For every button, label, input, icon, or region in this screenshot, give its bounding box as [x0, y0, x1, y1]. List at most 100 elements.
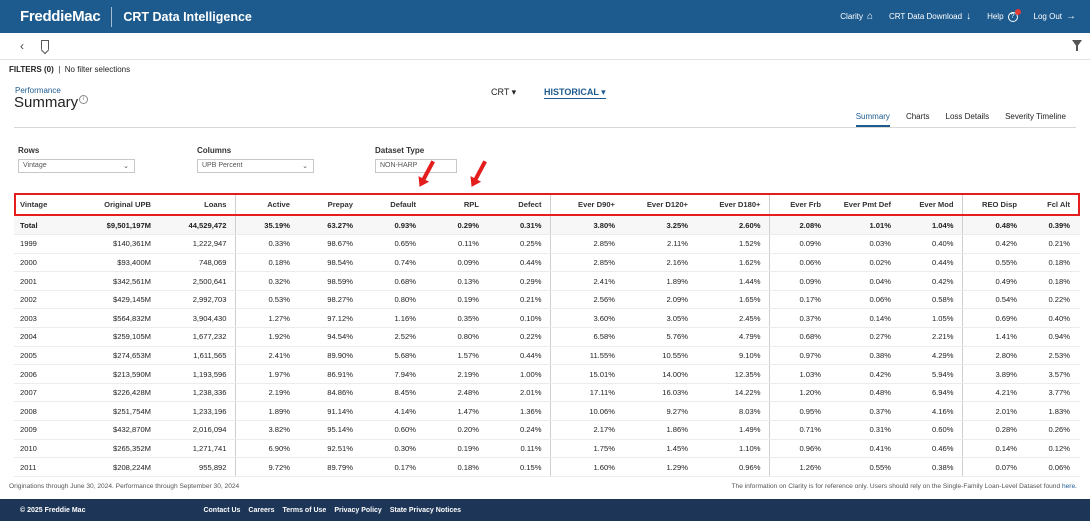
breadcrumb-performance[interactable]: Performance	[15, 86, 61, 95]
table-cell: 0.68%	[361, 271, 424, 291]
footer-link-careers[interactable]: Careers	[248, 506, 275, 514]
table-cell: 2000	[14, 253, 76, 273]
column-header-ever-d90[interactable]: Ever D90+	[550, 193, 623, 216]
table-row[interactable]: 2001 $342,561M 2,500,641 0.32% 98.59% 0.68% 0.…	[14, 271, 1080, 291]
table-cell: 2.56%	[550, 290, 623, 310]
topnav-log-out[interactable]: Log Out →	[1034, 11, 1076, 22]
footer-link-contact-us[interactable]: Contact Us	[203, 506, 241, 514]
rows-select[interactable]: Vintage ⌄	[18, 159, 135, 173]
filter-icon[interactable]	[1072, 40, 1082, 51]
table-cell: 2.85%	[550, 253, 623, 273]
table-cell: 1,271,741	[159, 439, 236, 459]
topnav-help[interactable]: Help?	[987, 8, 1021, 22]
table-cell: 1.41%	[962, 327, 1025, 347]
table-cell: 3.82%	[235, 420, 298, 440]
table-row[interactable]: 2010 $265,352M 1,271,741 6.90% 92.51% 0.30% 0.…	[14, 439, 1080, 459]
table-cell: 1.05%	[899, 308, 963, 329]
tab-loss-details[interactable]: Loss Details	[945, 112, 990, 121]
bookmark-icon[interactable]	[41, 40, 49, 50]
table-cell: 2.16%	[623, 253, 696, 273]
topnav-clarity[interactable]: Clarity ⌂	[840, 11, 873, 22]
table-cell: 2.53%	[1025, 346, 1078, 366]
table-cell: $265,352M	[76, 439, 159, 459]
column-header-default[interactable]: Default	[361, 193, 424, 216]
data-range-note: Originations through June 30, 2024. Perf…	[9, 483, 240, 490]
table-row[interactable]: 2004 $259,105M 1,677,232 1.92% 94.54% 2.52% 0.…	[14, 327, 1080, 347]
table-cell: 0.15%	[487, 457, 551, 477]
table-cell: 91.14%	[298, 401, 361, 422]
column-header-fcl-alt[interactable]: Fcl Alt	[1025, 193, 1078, 216]
column-header-ever-mod[interactable]: Ever Mod	[899, 193, 963, 216]
table-cell: 0.28%	[962, 420, 1025, 440]
columns-select[interactable]: UPB Percent ⌄	[197, 159, 314, 173]
table-cell: 0.09%	[769, 271, 829, 291]
column-header-prepay[interactable]: Prepay	[298, 193, 361, 216]
back-arrow-icon[interactable]: ‹	[20, 39, 24, 53]
dataset-link[interactable]: here.	[1061, 483, 1077, 490]
table-cell: 3.80%	[550, 216, 623, 236]
footer-link-terms-of-use[interactable]: Terms of Use	[282, 506, 327, 514]
table-row[interactable]: 2011 $208,224M 955,892 9.72% 89.79% 0.17% 0.18…	[14, 457, 1080, 477]
table-cell: 1999	[14, 234, 76, 254]
crt-dropdown[interactable]: CRT ▾	[491, 87, 517, 97]
footer-link-state-privacy-notices[interactable]: State Privacy Notices	[389, 506, 462, 514]
table-cell: 0.47%	[1078, 364, 1080, 384]
table-total-row[interactable]: Total $9,501,197M 44,529,472 35.19% 63.27% 0.…	[14, 216, 1080, 236]
table-cell: 0.01%	[1078, 234, 1080, 254]
table-cell: 0.07%	[1078, 308, 1080, 329]
table-row[interactable]: 2005 $274,653M 1,611,565 2.41% 89.90% 5.68% 1.…	[14, 346, 1080, 366]
table-row[interactable]: 2009 $432,870M 2,016,094 3.82% 95.14% 0.60% 0.…	[14, 420, 1080, 440]
table-row[interactable]: 2003 $564,832M 3,904,430 1.27% 97.12% 1.16% 0.…	[14, 308, 1080, 329]
footnotes: Originations through June 30, 2024. Perf…	[9, 483, 1077, 490]
table-cell: 86.91%	[298, 364, 361, 384]
tab-charts[interactable]: Charts	[905, 112, 930, 121]
column-header-loans[interactable]: Loans	[159, 193, 236, 216]
summary-table-container[interactable]: Vintage Original UPB Loans Active Prepay Defa…	[14, 193, 1080, 479]
tab-severity-timeline[interactable]: Severity Timeline	[1005, 112, 1066, 121]
table-cell: 0.09%	[769, 234, 829, 254]
historical-dropdown[interactable]: HISTORICAL ▾	[544, 87, 606, 99]
table-cell: 1.83%	[1025, 401, 1078, 422]
column-header-active[interactable]: Active	[235, 193, 298, 216]
column-header-ever-d120[interactable]: Ever D120+	[623, 193, 696, 216]
topnav-crt-data-download[interactable]: CRT Data Download ↓	[889, 11, 971, 22]
dataset-select[interactable]: NON-HARP	[375, 159, 457, 173]
column-header-vintage[interactable]: Vintage	[14, 193, 76, 216]
column-header-rpl[interactable]: RPL	[424, 193, 487, 216]
table-row[interactable]: 2007 $226,428M 1,238,336 2.19% 84.86% 8.45% 2.…	[14, 383, 1080, 403]
column-header-ever-pmt-def[interactable]: Ever Pmt Def	[829, 193, 899, 216]
table-cell: 0.09%	[424, 253, 487, 273]
column-header-ever-d180[interactable]: Ever D180+	[696, 193, 770, 216]
column-header-defect[interactable]: Defect	[487, 193, 551, 216]
table-cell: 0.21%	[1025, 234, 1078, 254]
table-cell: 4.16%	[899, 401, 963, 422]
column-header-label: Prepay	[327, 200, 353, 209]
summary-table: Vintage Original UPB Loans Active Prepay Defa…	[14, 193, 1080, 477]
table-cell: 89.90%	[298, 346, 361, 366]
column-header-original-upb[interactable]: Original UPB	[76, 193, 159, 216]
table-row[interactable]: 2006 $213,590M 1,193,596 1.97% 86.91% 7.94% 2.…	[14, 364, 1080, 384]
table-cell: 3.25%	[623, 216, 696, 236]
column-header-npl[interactable]: NPL⤓	[1078, 193, 1080, 216]
table-cell: 0.20%	[424, 420, 487, 440]
table-cell: 44,529,472	[159, 216, 236, 236]
table-row[interactable]: 2000 $93,400M 748,069 0.18% 98.54% 0.74% 0.09%…	[14, 253, 1080, 273]
column-header-ever-frb[interactable]: Ever Frb	[769, 193, 829, 216]
column-header-reo-disp[interactable]: REO Disp	[962, 193, 1025, 216]
table-row[interactable]: 2002 $429,145M 2,992,703 0.53% 98.27% 0.80% 0.…	[14, 290, 1080, 310]
filters-count[interactable]: FILTERS (0)	[9, 65, 54, 74]
tab-summary[interactable]: Summary	[855, 112, 890, 127]
info-icon[interactable]: i	[79, 95, 88, 104]
table-cell: 0.44%	[487, 346, 551, 366]
table-cell: 2008	[14, 401, 76, 422]
table-row[interactable]: 1999 $140,361M 1,222,947 0.33% 98.67% 0.65% 0.…	[14, 234, 1080, 254]
columns-label: Columns	[197, 146, 232, 155]
freddie-mac-logo[interactable]: FreddieMac	[20, 8, 101, 25]
table-row[interactable]: 2008 $251,754M 1,233,196 1.89% 91.14% 4.14% 1.…	[14, 401, 1080, 422]
column-header-label: Original UPB	[104, 200, 151, 209]
footer-link-privacy-policy[interactable]: Privacy Policy	[334, 506, 382, 514]
table-cell: 3.89%	[962, 364, 1025, 384]
table-cell: 0.71%	[769, 420, 829, 440]
table-cell: 0.27%	[829, 327, 899, 347]
table-cell: 1.60%	[550, 457, 623, 477]
